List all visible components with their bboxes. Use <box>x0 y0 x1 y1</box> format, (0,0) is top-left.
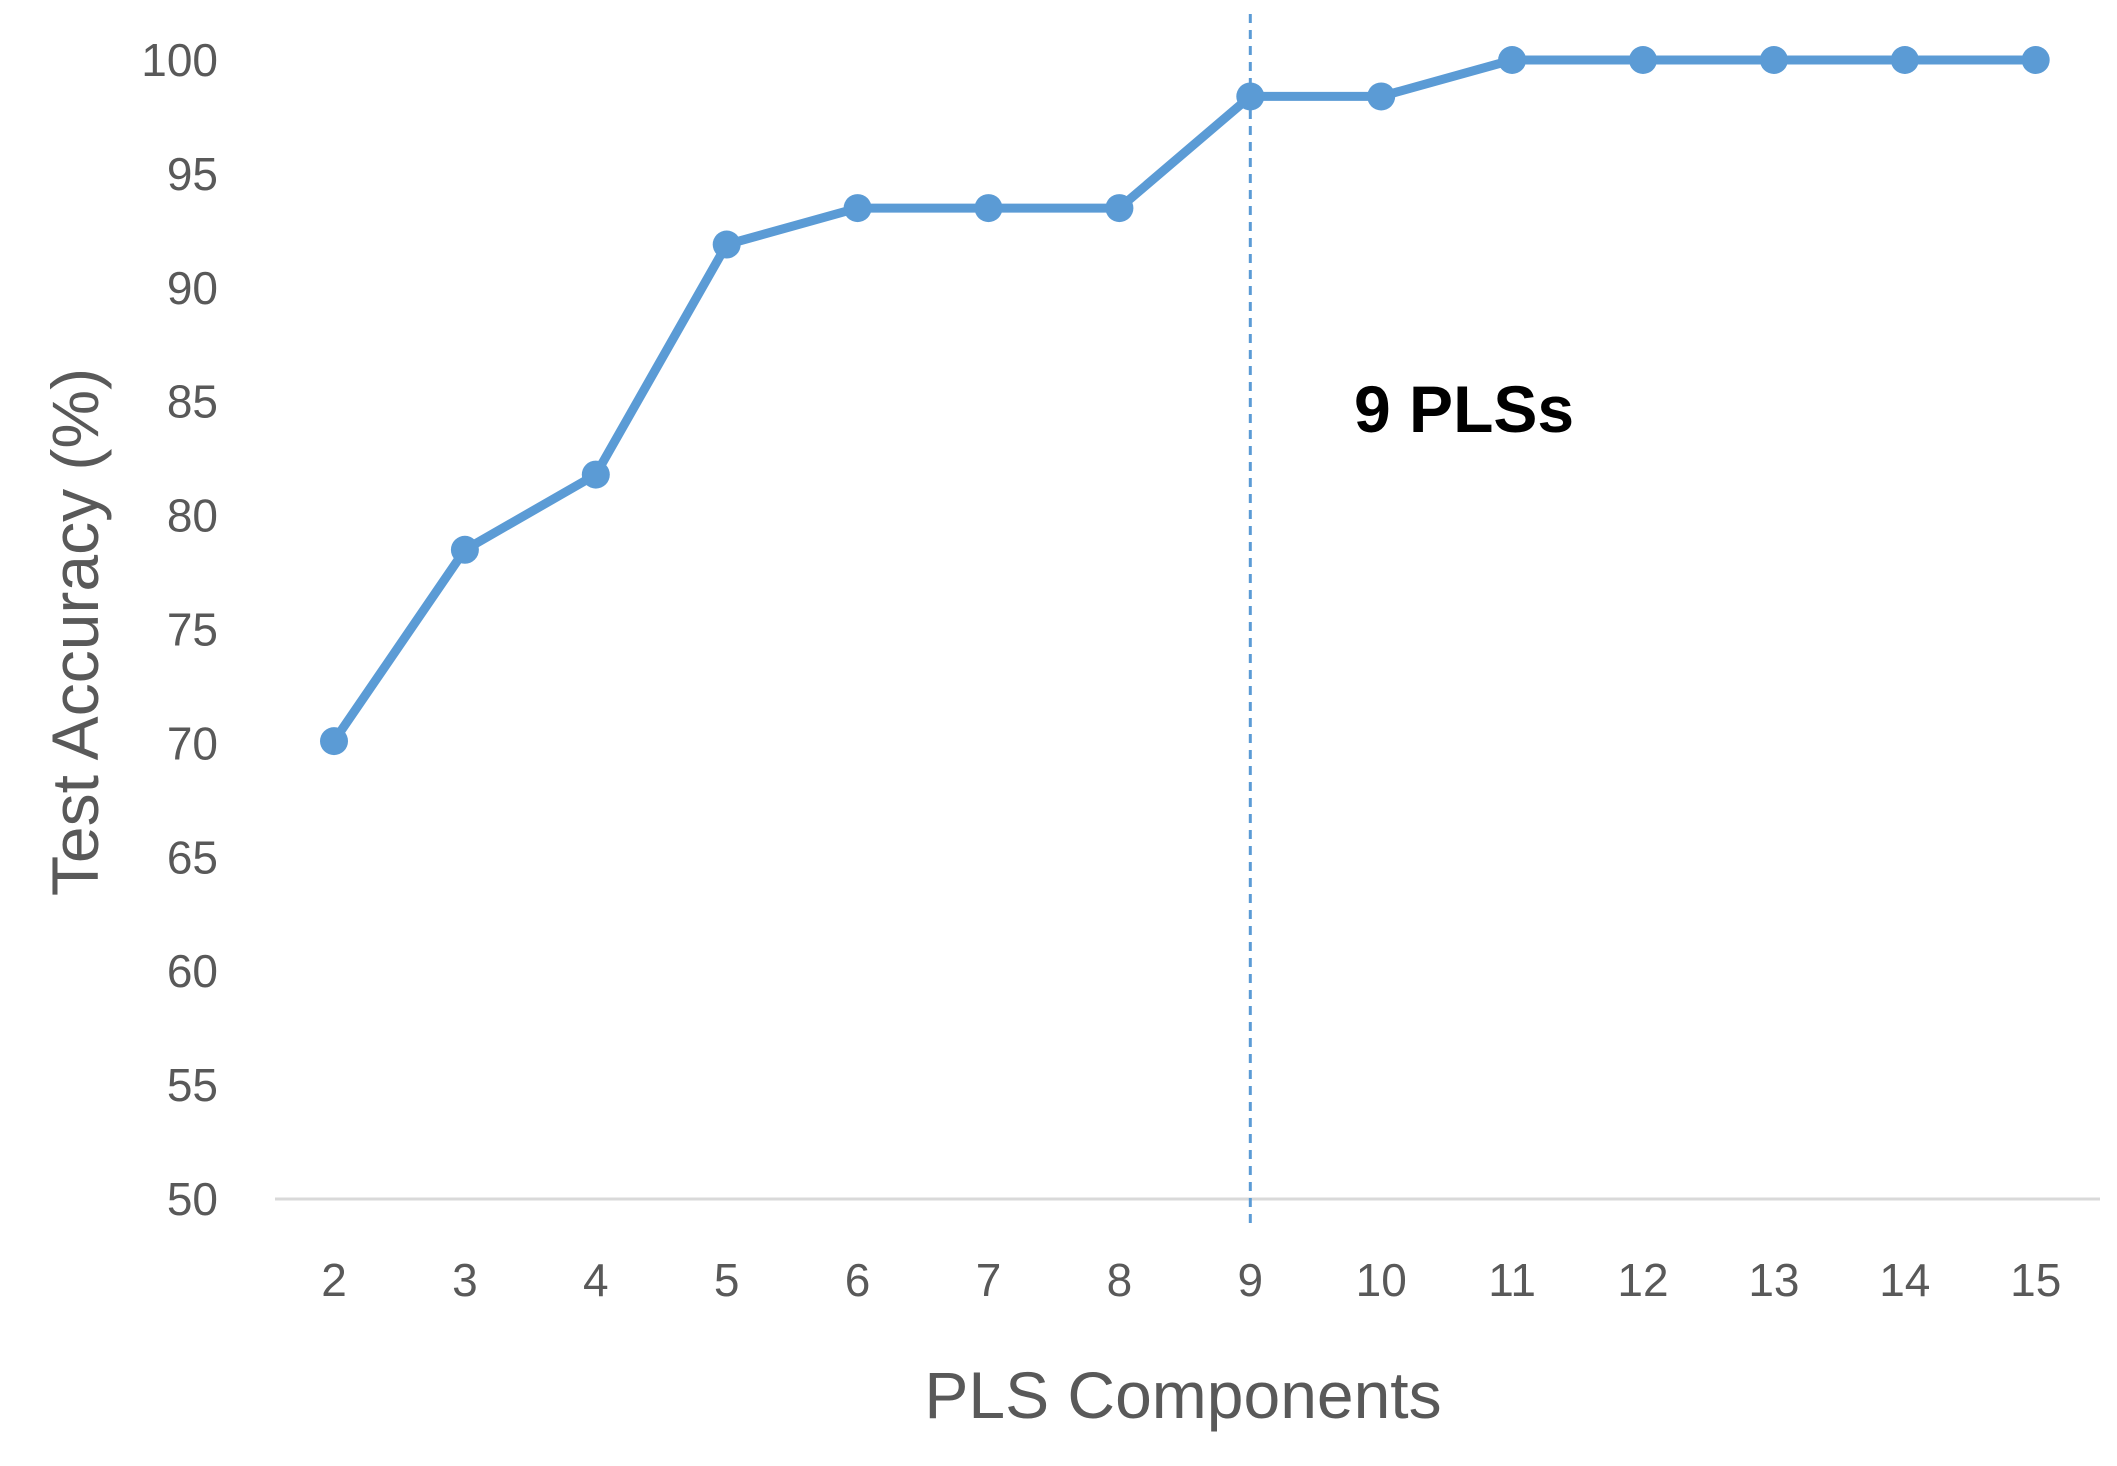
data-point <box>1367 82 1396 111</box>
data-point <box>1498 46 1527 74</box>
data-point <box>450 535 479 564</box>
y-tick-label: 95 <box>167 148 218 200</box>
y-tick-label: 100 <box>141 34 218 86</box>
x-tick-label: 4 <box>583 1254 609 1306</box>
x-tick-label: 8 <box>1107 1254 1133 1306</box>
y-tick-label: 75 <box>167 604 218 656</box>
y-tick-label: 65 <box>167 831 218 883</box>
y-tick-label: 60 <box>167 945 218 997</box>
x-axis-ticks: 2 3 4 5 6 7 8 9 10 11 12 13 14 15 <box>321 1254 2061 1306</box>
x-tick-label: 15 <box>2010 1254 2061 1306</box>
y-axis-title: Test Accuracy (%) <box>38 368 112 896</box>
data-point <box>1759 46 1788 74</box>
x-tick-label: 9 <box>1238 1254 1264 1306</box>
x-tick-label: 14 <box>1879 1254 1930 1306</box>
x-tick-label: 6 <box>845 1254 871 1306</box>
points-group <box>320 46 2050 756</box>
x-tick-label: 7 <box>976 1254 1002 1306</box>
x-tick-label: 13 <box>1748 1254 1799 1306</box>
y-tick-label: 80 <box>167 490 218 542</box>
data-point <box>712 230 741 259</box>
data-point <box>843 194 872 223</box>
y-tick-label: 55 <box>167 1059 218 1111</box>
x-tick-label: 11 <box>1488 1254 1536 1306</box>
data-point <box>1629 46 1657 74</box>
data-point <box>974 194 1003 223</box>
annotation-label: 9 PLSs <box>1354 372 1574 446</box>
data-point <box>1236 82 1265 111</box>
x-tick-label: 12 <box>1617 1254 1668 1306</box>
x-tick-label: 5 <box>714 1254 740 1306</box>
y-axis-ticks: 50 55 60 65 70 75 80 85 90 95 100 <box>141 34 218 1225</box>
data-point <box>320 727 348 756</box>
y-tick-label: 90 <box>167 262 218 314</box>
x-axis-title: PLS Components <box>924 1358 1441 1432</box>
data-point <box>2021 46 2050 74</box>
data-point <box>1105 194 1134 223</box>
x-tick-label: 2 <box>321 1254 347 1306</box>
x-tick-label: 10 <box>1356 1254 1407 1306</box>
data-point <box>581 460 610 489</box>
y-tick-label: 85 <box>167 376 218 428</box>
data-point <box>1890 46 1919 74</box>
y-tick-label: 70 <box>167 717 218 769</box>
x-tick-label: 3 <box>452 1254 478 1306</box>
y-tick-label: 50 <box>167 1173 218 1225</box>
series-group <box>329 55 2041 746</box>
series-line <box>329 55 2041 746</box>
